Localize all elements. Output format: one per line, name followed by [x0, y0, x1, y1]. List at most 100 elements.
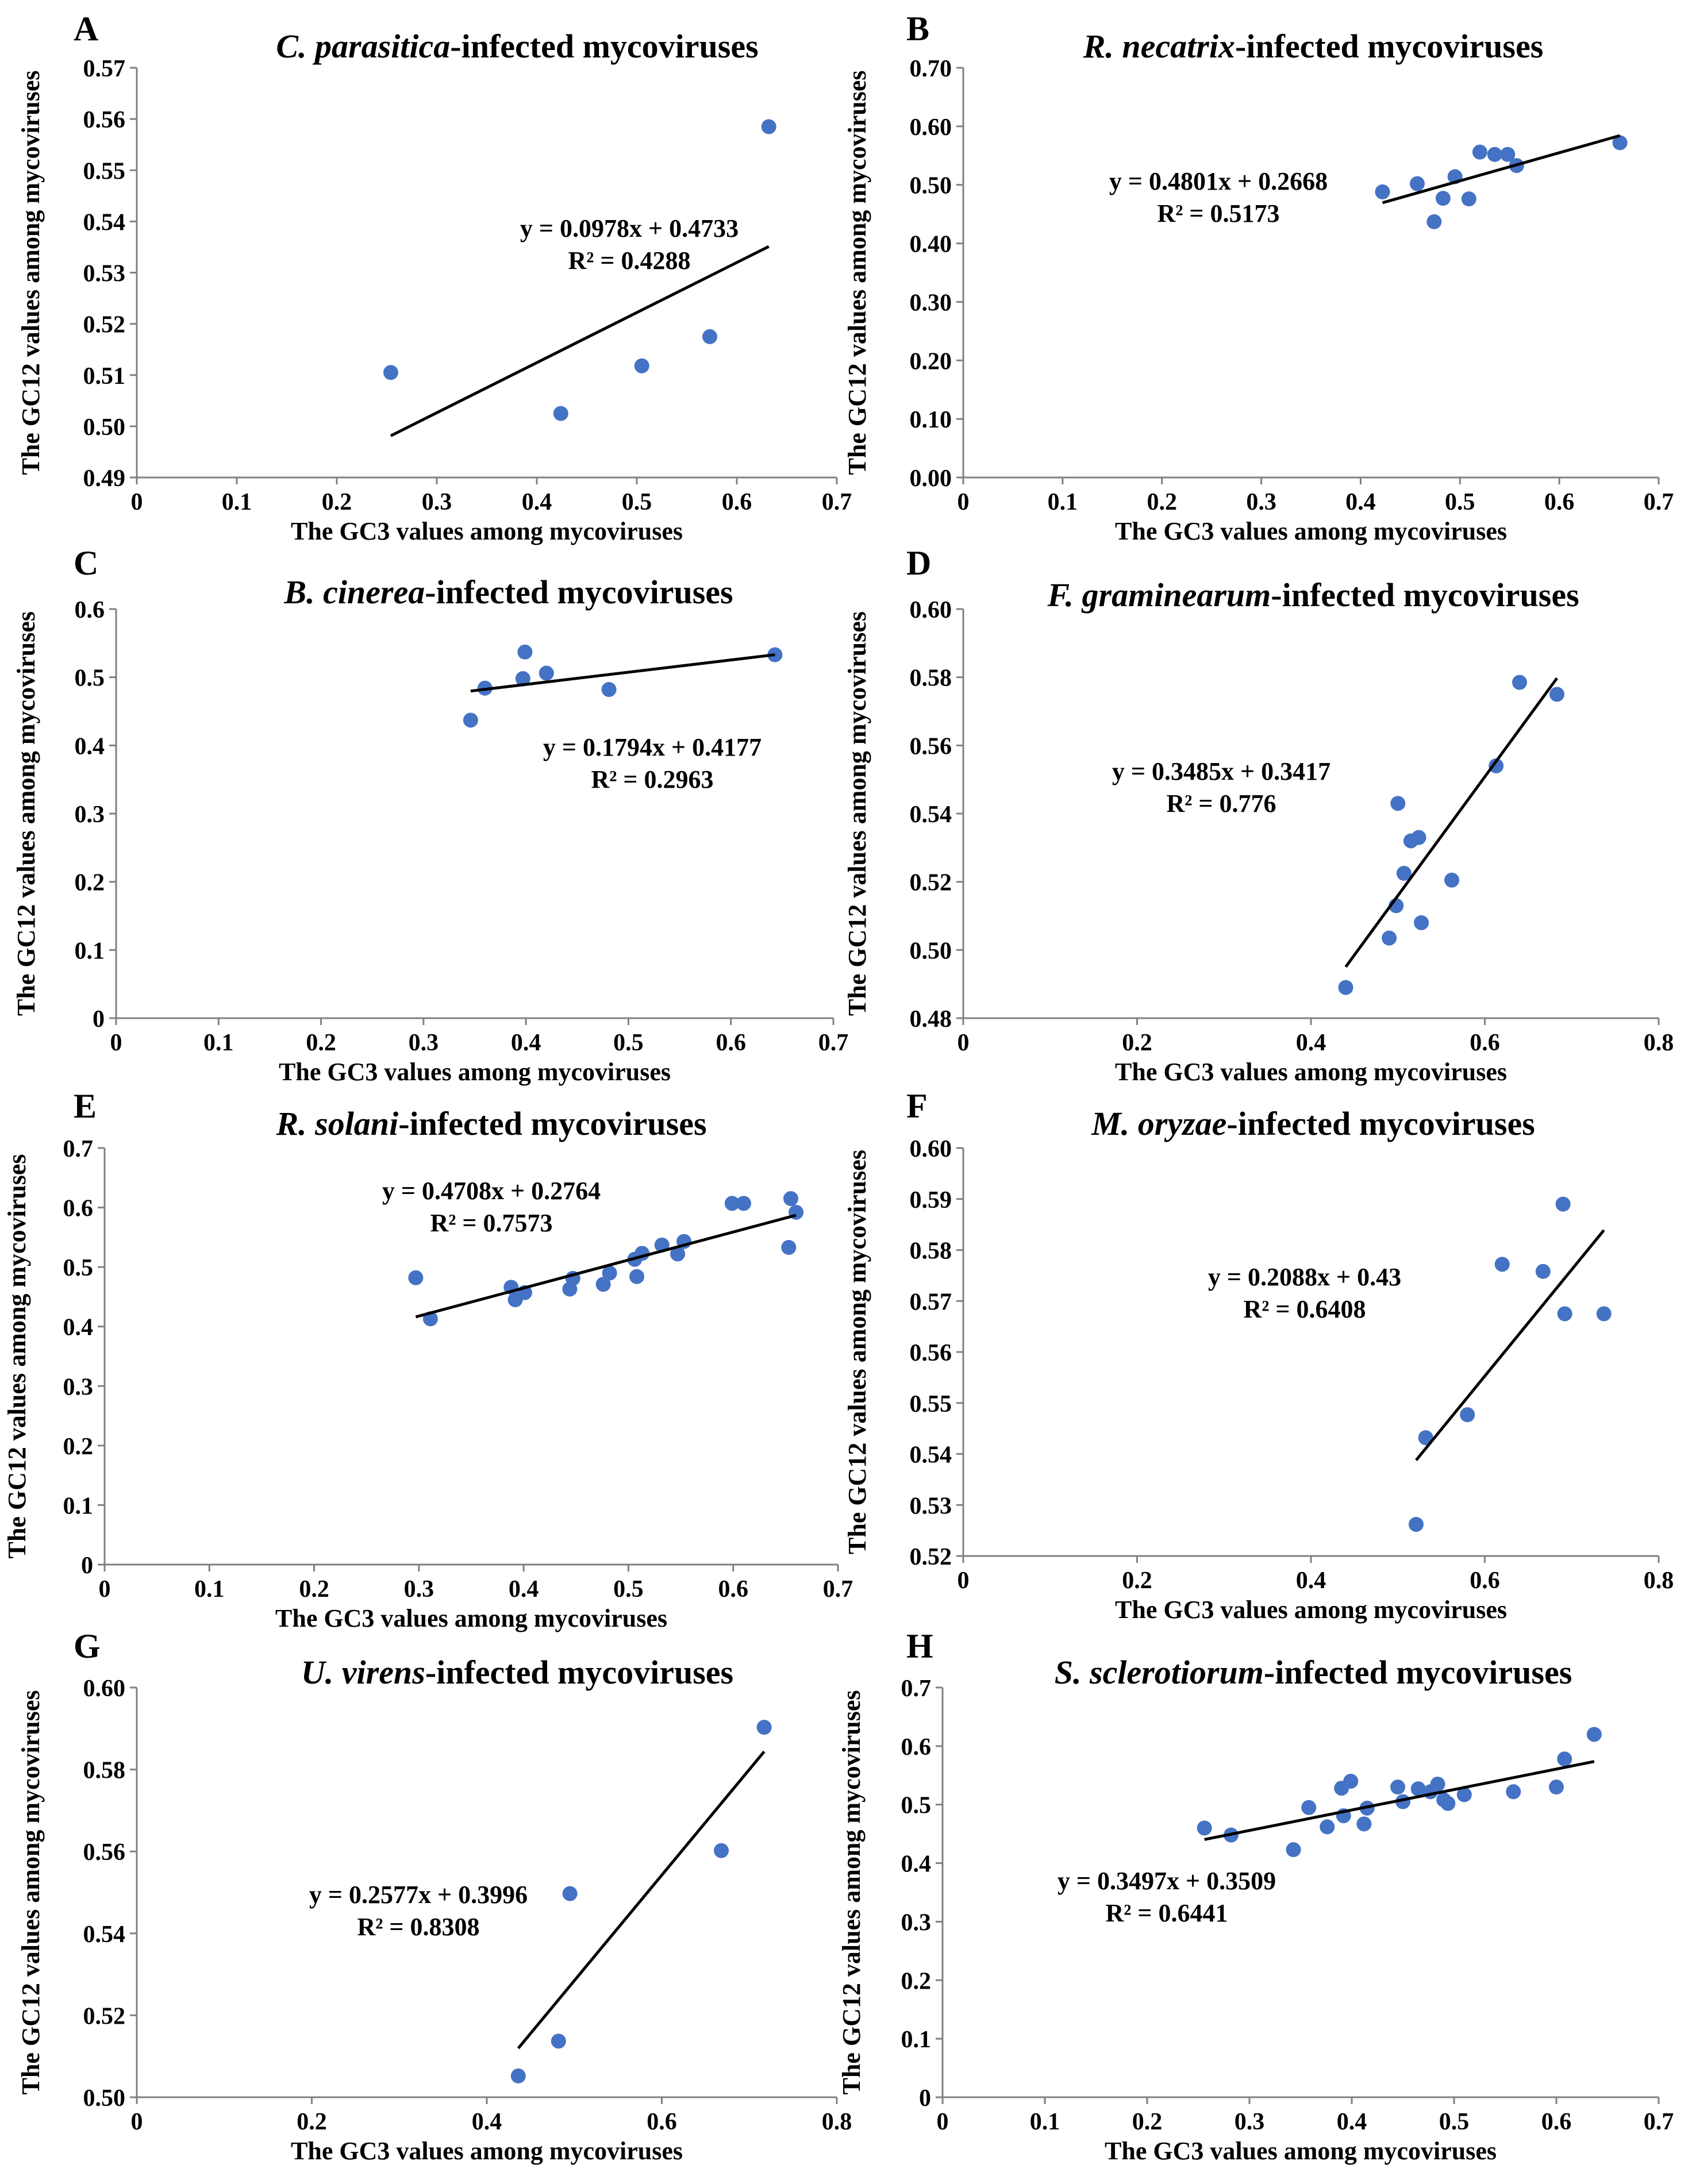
trendline-equation: y = 0.2577x + 0.3996	[309, 1881, 528, 1909]
panel-letter: B	[906, 10, 929, 48]
title-species: R. necatrix	[1083, 28, 1235, 65]
y-axis-label: The GC12 values among mycoviruses	[3, 1154, 31, 1559]
y-tick-label: 0.60	[910, 597, 952, 623]
x-tick-label: 0.4	[472, 2109, 502, 2135]
panel-letter: E	[74, 1087, 97, 1125]
y-tick-label: 0.6	[75, 597, 105, 623]
x-tick-label: 0.5	[613, 1030, 644, 1056]
x-tick-label: 0.8	[1644, 1567, 1674, 1594]
r-squared-label: R² = 0.5173	[1157, 199, 1279, 228]
y-tick-label: 0.3	[75, 802, 105, 828]
x-axis-label: The GC3 values among mycoviruses	[1115, 1058, 1507, 1086]
title-suffix: -infected mycoviruses	[450, 28, 758, 65]
x-tick-label: 0.4	[509, 1576, 539, 1603]
y-tick-label: 0.52	[910, 1544, 952, 1570]
data-point	[1557, 1751, 1572, 1767]
x-tick-label: 0.2	[1147, 489, 1177, 515]
x-tick-label: 0.1	[1030, 2109, 1060, 2135]
y-tick-label: 0.4	[901, 1851, 932, 1878]
panel-letter: C	[74, 544, 98, 582]
y-tick-label: 0.54	[910, 802, 952, 828]
y-tick-label: 0.1	[63, 1493, 94, 1519]
y-axis-label: The GC12 values among mycoviruses	[837, 1690, 866, 2095]
data-point	[539, 665, 554, 681]
panel-a: A C. parasitica-infected mycoviruses 0 0.1 0…	[17, 10, 852, 545]
y-tick-label: 0.00	[910, 465, 952, 492]
x-tick-label: 0.6	[1544, 489, 1575, 515]
x-tick-label: 0.4	[522, 489, 552, 515]
data-point	[1456, 1787, 1472, 1802]
data-point	[1426, 214, 1442, 229]
data-point	[1320, 1819, 1335, 1835]
title-species: B. cinerea	[283, 573, 425, 611]
title-suffix: -infected mycoviruses	[1271, 576, 1579, 614]
x-tick-label: 0.1	[1048, 489, 1078, 515]
r-squared-label: R² = 0.7573	[430, 1209, 552, 1237]
x-axis-label: The GC3 values among mycoviruses	[275, 1604, 667, 1632]
data-point	[1375, 184, 1390, 199]
y-tick-label: 0.7	[901, 1675, 932, 1702]
data-point	[1586, 1727, 1602, 1742]
y-tick-label: 0.58	[910, 665, 952, 692]
data-point	[463, 712, 478, 728]
data-point	[1555, 1196, 1571, 1212]
r-squared-label: R² = 0.4288	[568, 246, 690, 275]
x-tick-label: 0.8	[822, 2109, 852, 2135]
y-axis-label: The GC12 values among mycoviruses	[17, 71, 45, 475]
y-tick-label: 0.53	[83, 261, 126, 287]
data-point	[629, 1269, 645, 1284]
y-tick-label: 0.58	[83, 1758, 126, 1784]
y-tick-label: 0.5	[75, 665, 105, 692]
y-tick-label: 0.52	[83, 2003, 126, 2029]
trendline	[415, 1214, 797, 1319]
panel-e: E R. solani-infected mycoviruses 0 0.1 0.2 0.…	[3, 1087, 853, 1632]
y-tick-label: 0.56	[83, 1839, 126, 1866]
data-point	[1390, 796, 1406, 811]
trendline	[1344, 677, 1559, 968]
chart-title: U. virens-infected mycoviruses	[301, 1654, 733, 1691]
r-squared-label: R² = 0.6441	[1105, 1899, 1228, 1927]
panel-b: B R. necatrix-infected mycoviruses 0 0.1 0.2…	[843, 10, 1674, 545]
x-tick-label: 0.7	[823, 1576, 853, 1603]
y-tick-label: 0.51	[83, 363, 126, 390]
data-point	[724, 1196, 740, 1211]
x-axis-label: The GC3 values among mycoviruses	[279, 1058, 671, 1086]
trendline-equation: y = 0.3485x + 0.3417	[1112, 757, 1330, 785]
x-tick-label: 0.6	[716, 1030, 746, 1056]
x-tick-label: 0.7	[1644, 2109, 1674, 2135]
r-squared-label: R² = 0.6408	[1243, 1295, 1366, 1323]
y-tick-label: 0.54	[910, 1442, 952, 1469]
y-tick-label: 0.4	[75, 733, 105, 760]
data-point	[1414, 915, 1429, 930]
y-tick-label: 0.4	[63, 1315, 94, 1341]
data-point	[553, 406, 568, 421]
data-point	[602, 1265, 617, 1281]
x-tick-label: 0	[957, 1030, 970, 1056]
trendline-equation: y = 0.0978x + 0.4733	[520, 214, 739, 242]
trendline	[470, 653, 775, 693]
x-tick-label: 0.6	[722, 489, 752, 515]
data-point	[1487, 147, 1502, 162]
y-tick-label: 0.5	[901, 1793, 932, 1819]
y-tick-label: 0.3	[63, 1374, 94, 1400]
x-tick-label: 0.4	[1345, 489, 1376, 515]
x-tick-label: 0.1	[222, 489, 252, 515]
chart-title: C. parasitica-infected mycoviruses	[276, 28, 758, 65]
y-tick-label: 0.6	[901, 1734, 932, 1761]
x-tick-label: 0.2	[1122, 1030, 1152, 1056]
y-tick-label: 0.56	[910, 733, 952, 760]
x-tick-label: 0.3	[422, 489, 452, 515]
y-tick-label: 0.54	[83, 209, 126, 236]
y-tick-label: 0.56	[910, 1340, 952, 1366]
data-point	[1500, 147, 1516, 162]
title-species: S. sclerotiorum	[1055, 1654, 1264, 1691]
data-point	[1535, 1264, 1551, 1279]
x-tick-label: 0.2	[1122, 1567, 1152, 1594]
x-axis-label: The GC3 values among mycoviruses	[1105, 2137, 1497, 2165]
y-tick-label: 0.3	[901, 1909, 932, 1936]
data-point	[634, 358, 649, 373]
x-tick-label: 0	[131, 2109, 143, 2135]
title-species: U. virens	[301, 1654, 425, 1691]
data-point	[1444, 872, 1460, 888]
y-tick-label: 0.54	[83, 1921, 126, 1948]
